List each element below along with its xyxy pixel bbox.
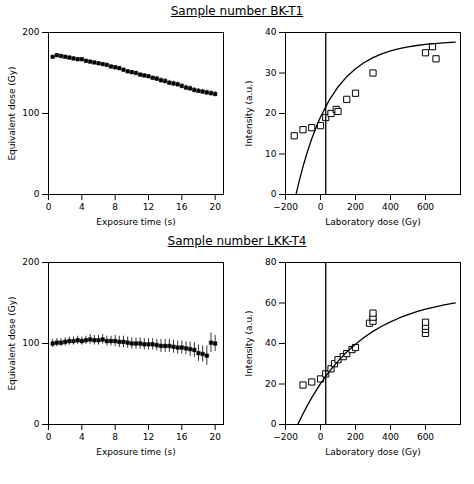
svg-text:0: 0: [318, 202, 324, 212]
svg-text:20: 20: [209, 432, 221, 442]
svg-text:Equivalent dose (Gy): Equivalent dose (Gy): [7, 66, 17, 160]
svg-text:200: 200: [22, 257, 39, 267]
svg-text:600: 600: [417, 432, 434, 442]
svg-text:Exposure time (s): Exposure time (s): [96, 217, 175, 227]
svg-text:8: 8: [112, 432, 118, 442]
svg-text:20: 20: [209, 202, 221, 212]
svg-text:Laboratory dose (Gy): Laboratory dose (Gy): [325, 217, 421, 227]
svg-text:400: 400: [382, 202, 399, 212]
svg-text:30: 30: [265, 68, 277, 78]
svg-text:4: 4: [79, 432, 85, 442]
svg-text:200: 200: [22, 27, 39, 37]
svg-text:40: 40: [265, 27, 277, 37]
svg-text:80: 80: [265, 257, 277, 267]
svg-text:200: 200: [347, 202, 364, 212]
svg-text:Intensity (a.u.): Intensity (a.u.): [244, 311, 254, 377]
svg-text:12: 12: [143, 202, 154, 212]
svg-text:Equivalent dose (Gy): Equivalent dose (Gy): [7, 296, 17, 390]
svg-text:600: 600: [417, 202, 434, 212]
svg-text:0: 0: [271, 189, 277, 199]
svg-text:20: 20: [265, 108, 277, 118]
svg-text:Intensity (a.u.): Intensity (a.u.): [244, 81, 254, 147]
svg-text:8: 8: [112, 202, 118, 212]
html-text:Sample number BK-T1: Sample number BK-T1: [170, 4, 304, 18]
svg-text:60: 60: [265, 298, 277, 308]
svg-text:0: 0: [46, 432, 52, 442]
svg-text:12: 12: [143, 432, 154, 442]
svg-text:−200: −200: [273, 432, 298, 442]
svg-text:4: 4: [79, 202, 85, 212]
svg-text:0: 0: [34, 419, 40, 429]
html-text:Sample number LKK-T4: Sample number LKK-T4: [167, 234, 307, 248]
svg-text:100: 100: [22, 108, 39, 118]
svg-text:40: 40: [265, 338, 277, 348]
svg-text:16: 16: [176, 432, 188, 442]
svg-text:10: 10: [265, 149, 277, 159]
svg-text:Laboratory dose (Gy): Laboratory dose (Gy): [325, 447, 421, 457]
svg-text:Exposure time (s): Exposure time (s): [96, 447, 175, 457]
svg-text:0: 0: [34, 189, 40, 199]
svg-text:0: 0: [46, 202, 52, 212]
svg-text:100: 100: [22, 338, 39, 348]
svg-text:−200: −200: [273, 202, 298, 212]
svg-text:16: 16: [176, 202, 188, 212]
svg-text:0: 0: [271, 419, 277, 429]
svg-text:0: 0: [318, 432, 324, 442]
svg-text:20: 20: [265, 379, 277, 389]
svg-text:200: 200: [347, 432, 364, 442]
svg-text:400: 400: [382, 432, 399, 442]
